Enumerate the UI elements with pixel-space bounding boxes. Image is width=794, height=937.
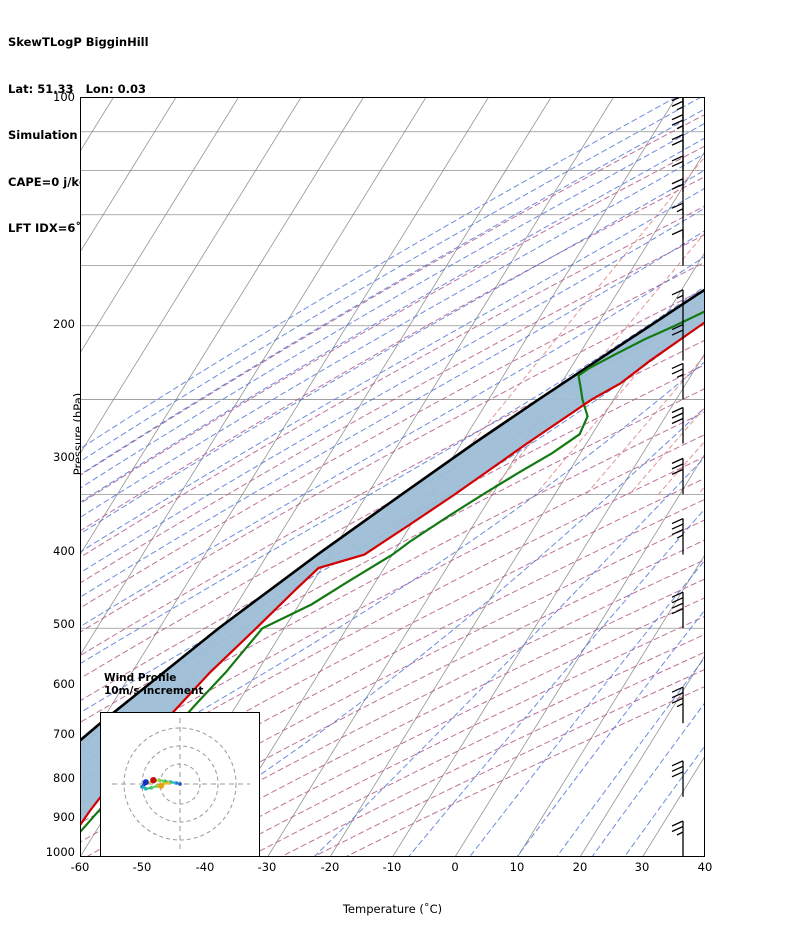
y-tick-100: 100	[53, 90, 75, 104]
x-tick-40: 40	[697, 860, 713, 874]
x-tick-30: 30	[634, 860, 650, 874]
plot-area-wrapper: Pressure (hPa) Temperature (˚C) Wind Pro…	[71, 97, 705, 916]
wind-profile-title: Wind Profile 10m/s increment	[104, 672, 203, 698]
y-tick-300: 300	[53, 450, 75, 464]
x-tick-0: 0	[451, 860, 459, 874]
y-axis-ticks: 100 200 300 400 500 600 700 800 900 1000	[30, 90, 75, 859]
wind-profile-title-line1: Wind Profile	[104, 672, 177, 684]
wind-profile-inset	[100, 712, 260, 857]
y-tick-800: 800	[53, 771, 75, 785]
y-tick-1000: 1000	[45, 845, 75, 859]
y-tick-200: 200	[53, 317, 75, 331]
skewt-canvas	[80, 97, 705, 857]
wind-profile-title-line2: 10m/s increment	[104, 685, 204, 697]
x-tick--60: -60	[70, 860, 90, 874]
x-axis-ticks: -60 -50 -40 -30 -20 -10 0 10 20 30 40	[71, 860, 713, 880]
y-tick-600: 600	[53, 677, 75, 691]
x-tick-20: 20	[572, 860, 588, 874]
y-tick-900: 900	[53, 810, 75, 824]
wind-rose-canvas	[112, 718, 250, 852]
x-tick-10: 10	[509, 860, 525, 874]
y-tick-700: 700	[53, 727, 75, 741]
x-axis-label: Temperature (˚C)	[342, 902, 443, 916]
header-line-title: SkewTLogP BigginHill	[8, 35, 149, 49]
x-tick--30: -30	[257, 860, 277, 874]
x-tick--20: -20	[320, 860, 340, 874]
y-tick-500: 500	[53, 617, 75, 631]
x-tick--10: -10	[382, 860, 402, 874]
x-tick--40: -40	[195, 860, 215, 874]
header-line-latlon: Lat: 51.33 Lon: 0.03	[8, 81, 146, 96]
y-tick-400: 400	[53, 544, 75, 558]
x-tick--50: -50	[132, 860, 152, 874]
